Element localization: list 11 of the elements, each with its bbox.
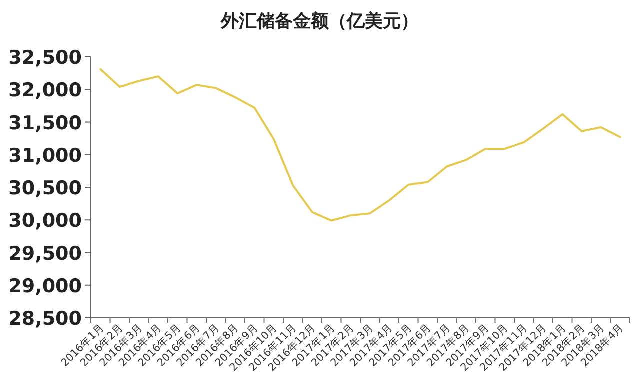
y-tick-label: 32,000 bbox=[8, 80, 82, 102]
y-tick-label: 28,500 bbox=[8, 308, 82, 330]
line-series bbox=[100, 68, 622, 222]
y-tick-label: 31,000 bbox=[8, 144, 82, 167]
y-tick-label: 30,500 bbox=[8, 178, 82, 200]
y-tick-label: 32,500 bbox=[8, 47, 82, 69]
y-tick-label: 31,500 bbox=[8, 112, 82, 134]
chart-title: 外汇储备金额（亿美元） bbox=[220, 11, 419, 32]
y-tick-label: 29,500 bbox=[8, 242, 82, 265]
y-tick-label: 29,000 bbox=[8, 275, 82, 298]
y-tick-label: 30,000 bbox=[8, 210, 82, 232]
